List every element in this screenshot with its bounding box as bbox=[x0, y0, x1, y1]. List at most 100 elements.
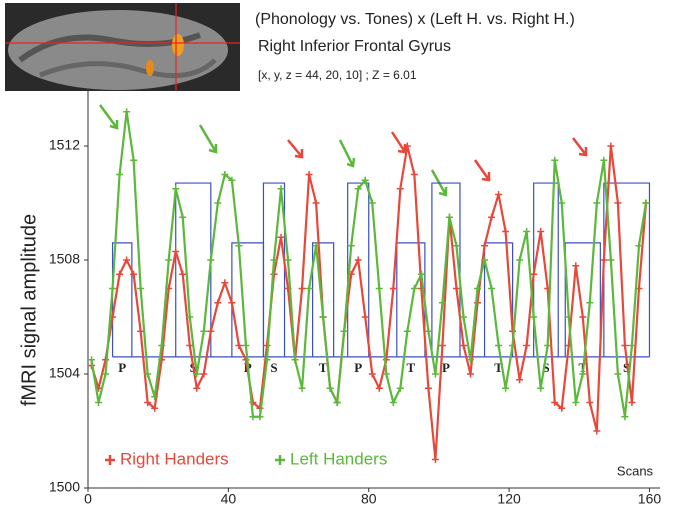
data-point bbox=[299, 285, 306, 292]
data-point bbox=[628, 399, 635, 406]
legend-label: Left Handers bbox=[290, 449, 387, 468]
data-point bbox=[313, 200, 320, 207]
data-point bbox=[418, 271, 425, 278]
y-tick-label: 1500 bbox=[49, 479, 80, 495]
data-point bbox=[593, 200, 600, 207]
data-point bbox=[614, 371, 621, 378]
data-point bbox=[179, 214, 186, 221]
data-point bbox=[116, 271, 123, 278]
data-point bbox=[116, 171, 123, 178]
data-point bbox=[397, 185, 404, 192]
data-point bbox=[537, 385, 544, 392]
data-point bbox=[235, 342, 242, 349]
annotation: [x, y, z = 44, 20, 10] ; Z = 6.01 bbox=[258, 68, 417, 82]
data-point bbox=[95, 399, 102, 406]
chart-subtitle: Right Inferior Frontal Gyrus bbox=[258, 38, 451, 55]
data-point bbox=[299, 385, 306, 392]
data-point bbox=[369, 200, 376, 207]
data-point bbox=[411, 285, 418, 292]
data-point bbox=[306, 285, 313, 292]
data-point bbox=[397, 385, 404, 392]
design-block bbox=[348, 183, 369, 357]
data-point bbox=[369, 371, 376, 378]
legend-marker bbox=[105, 455, 115, 465]
data-point bbox=[432, 371, 439, 378]
x-tick-label: 120 bbox=[497, 491, 521, 507]
data-point bbox=[516, 257, 523, 264]
legend-marker bbox=[275, 455, 285, 465]
chart-title: (Phonology vs. Tones) x (Left H. vs. Rig… bbox=[255, 11, 575, 28]
data-point bbox=[179, 271, 186, 278]
data-point bbox=[425, 385, 432, 392]
data-point bbox=[306, 171, 313, 178]
block-label: P bbox=[442, 360, 450, 375]
y-tick-label: 1504 bbox=[49, 365, 80, 381]
data-point bbox=[586, 399, 593, 406]
data-point bbox=[390, 285, 397, 292]
data-point bbox=[502, 228, 509, 235]
data-point bbox=[425, 328, 432, 335]
x-tick-label: 160 bbox=[638, 491, 662, 507]
data-point bbox=[446, 214, 453, 221]
block-label: T bbox=[407, 360, 416, 375]
data-point bbox=[348, 242, 355, 249]
block-label: P bbox=[118, 360, 126, 375]
y-tick-label: 1512 bbox=[49, 137, 80, 153]
design-block bbox=[232, 243, 264, 357]
y-axis-label: fMRI signal amplitude bbox=[18, 214, 40, 406]
data-point bbox=[200, 328, 207, 335]
data-point bbox=[404, 328, 411, 335]
data-point bbox=[228, 299, 235, 306]
data-point bbox=[537, 228, 544, 235]
data-point bbox=[495, 342, 502, 349]
data-point bbox=[502, 385, 509, 392]
data-point bbox=[285, 257, 292, 264]
data-point bbox=[586, 299, 593, 306]
data-point bbox=[355, 257, 362, 264]
data-point bbox=[130, 271, 137, 278]
data-point bbox=[614, 200, 621, 207]
data-point bbox=[334, 399, 341, 406]
data-point bbox=[460, 342, 467, 349]
arrows bbox=[100, 105, 586, 195]
data-point bbox=[453, 285, 460, 292]
data-point bbox=[123, 257, 130, 264]
data-point bbox=[130, 157, 137, 164]
data-point bbox=[165, 257, 172, 264]
data-point bbox=[411, 171, 418, 178]
data-point bbox=[327, 385, 334, 392]
data-point bbox=[607, 143, 614, 150]
data-point bbox=[432, 456, 439, 463]
block-label: P bbox=[354, 360, 362, 375]
data-point bbox=[172, 185, 179, 192]
data-point bbox=[362, 314, 369, 321]
data-point bbox=[341, 328, 348, 335]
data-point bbox=[278, 185, 285, 192]
data-point bbox=[214, 200, 221, 207]
data-point bbox=[214, 299, 221, 306]
data-point bbox=[256, 413, 263, 420]
data-point bbox=[488, 214, 495, 221]
data-point bbox=[123, 108, 130, 115]
data-point bbox=[572, 399, 579, 406]
data-point bbox=[593, 428, 600, 435]
block-label: S bbox=[270, 360, 277, 375]
data-point bbox=[221, 279, 228, 286]
brain-inset bbox=[5, 3, 240, 91]
data-point bbox=[621, 413, 628, 420]
data-point bbox=[242, 342, 249, 349]
data-point bbox=[376, 285, 383, 292]
data-point bbox=[453, 242, 460, 249]
data-point bbox=[579, 314, 586, 321]
data-point bbox=[516, 376, 523, 383]
data-point bbox=[600, 157, 607, 164]
x-tick-label: 80 bbox=[361, 491, 377, 507]
y-tick-label: 1508 bbox=[49, 251, 80, 267]
data-point bbox=[390, 399, 397, 406]
data-point bbox=[278, 234, 285, 241]
data-point bbox=[495, 191, 502, 198]
data-point bbox=[488, 285, 495, 292]
data-point bbox=[523, 342, 530, 349]
data-point bbox=[207, 257, 214, 264]
data-point bbox=[551, 157, 558, 164]
